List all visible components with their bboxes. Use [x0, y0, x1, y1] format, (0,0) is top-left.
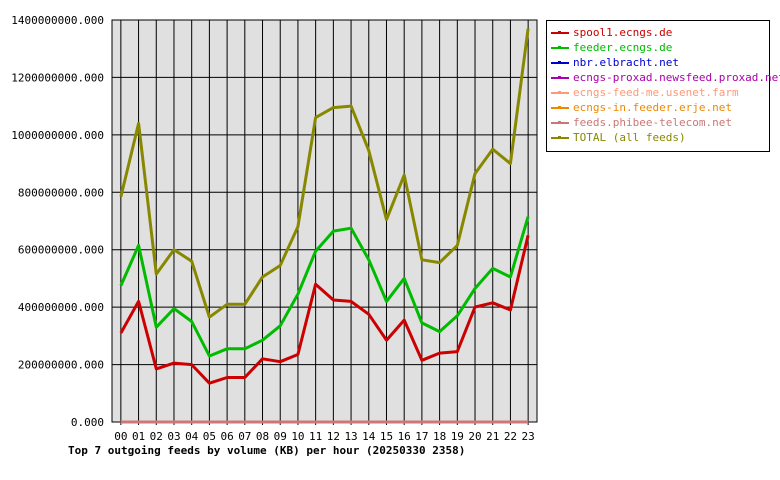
legend-swatch	[551, 91, 569, 94]
legend-label: TOTAL (all feeds)	[573, 131, 686, 144]
chart-title: Top 7 outgoing feeds by volume (KB) per …	[68, 444, 466, 457]
legend-label: ecngs-in.feeder.erje.net	[573, 101, 732, 114]
x-tick-label: 12	[327, 430, 340, 443]
x-tick-label: 08	[256, 430, 269, 443]
x-tick-label: 11	[309, 430, 322, 443]
y-tick-label: 200000000.000	[18, 359, 104, 372]
x-tick-label: 20	[468, 430, 481, 443]
legend-label: spool1.ecngs.de	[573, 26, 673, 39]
chart-legend: spool1.ecngs.de feeder.ecngs.de nbr.elbrac…	[546, 20, 780, 152]
x-tick-label: 04	[185, 430, 199, 443]
x-tick-label: 07	[238, 430, 251, 443]
y-tick-label: 1400000000.000	[11, 14, 104, 27]
legend-item: ecngs-in.feeder.erje.net	[547, 100, 769, 115]
legend-swatch	[551, 106, 569, 109]
legend-label: feeds.phibee-telecom.net	[573, 116, 732, 129]
y-tick-label: 400000000.000	[18, 301, 104, 314]
series-line-total-all-feeds	[119, 28, 530, 319]
series-line-feeder-ecngs-de	[119, 216, 530, 358]
x-tick-label: 21	[486, 430, 499, 443]
x-tick-label: 13	[344, 430, 357, 443]
legend-item: ecngs-feed-me.usenet.farm	[547, 85, 769, 100]
legend-item: ecngs-proxad.newsfeed.proxad.net	[547, 70, 780, 85]
legend-swatch	[551, 136, 569, 139]
x-tick-label: 17	[415, 430, 428, 443]
x-tick-label: 15	[380, 430, 393, 443]
legend-label: ecngs-feed-me.usenet.farm	[573, 86, 739, 99]
legend-label: feeder.ecngs.de	[573, 41, 673, 54]
x-tick-label: 09	[274, 430, 287, 443]
legend-item: feeder.ecngs.de	[547, 40, 769, 55]
x-tick-label: 18	[433, 430, 446, 443]
legend-item: nbr.elbracht.net	[547, 55, 769, 70]
y-tick-label: 0.000	[71, 416, 104, 429]
legend-label: ecngs-proxad.newsfeed.proxad.net	[573, 71, 780, 84]
legend-label: nbr.elbracht.net	[573, 56, 679, 69]
legend-swatch	[551, 121, 569, 124]
x-tick-label: 00	[114, 430, 127, 443]
x-tick-label: 23	[522, 430, 535, 443]
legend-swatch	[551, 46, 569, 49]
y-tick-label: 800000000.000	[18, 186, 104, 199]
legend-swatch	[551, 76, 569, 79]
legend-item: TOTAL (all feeds)	[547, 130, 769, 145]
y-tick-label: 1000000000.000	[11, 129, 104, 142]
x-tick-label: 01	[132, 430, 145, 443]
x-tick-label: 05	[203, 430, 216, 443]
x-tick-label: 03	[167, 430, 180, 443]
x-tick-label: 22	[504, 430, 517, 443]
legend-swatch	[551, 61, 569, 64]
x-tick-label: 06	[220, 430, 233, 443]
x-tick-label: 02	[150, 430, 163, 443]
legend-item: feeds.phibee-telecom.net	[547, 115, 769, 130]
y-tick-label: 1200000000.000	[11, 71, 104, 84]
x-tick-label: 16	[398, 430, 411, 443]
legend-item: spool1.ecngs.de	[547, 25, 769, 40]
x-tick-label: 19	[451, 430, 464, 443]
legend-swatch	[551, 31, 569, 34]
x-tick-label: 10	[291, 430, 304, 443]
series-line-spool1-ecngs-de	[119, 235, 530, 385]
x-tick-label: 14	[362, 430, 376, 443]
plot-area	[112, 20, 537, 422]
y-tick-label: 600000000.000	[18, 244, 104, 257]
